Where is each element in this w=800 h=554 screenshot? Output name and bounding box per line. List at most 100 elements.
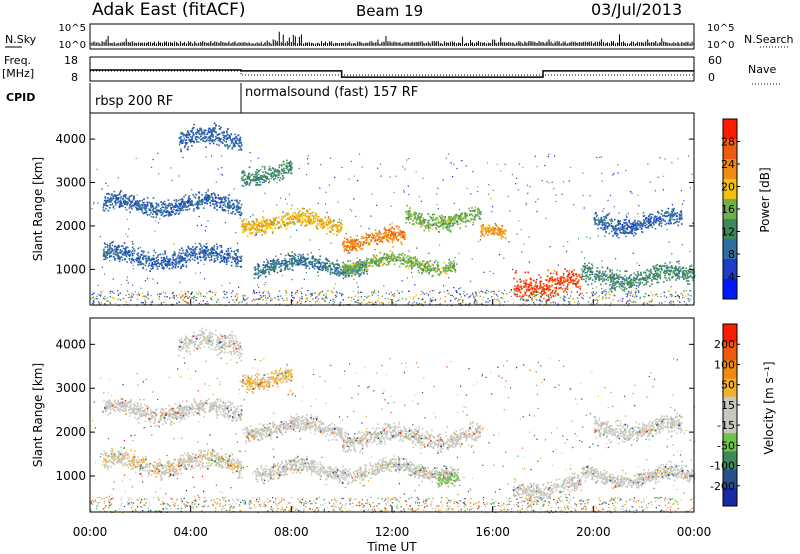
echo-cell	[429, 270, 432, 272]
echo-cell	[189, 259, 192, 262]
echo-cell	[401, 254, 403, 256]
echo-cell	[235, 209, 238, 211]
echo-cell	[341, 271, 344, 274]
echo-cell	[142, 263, 145, 265]
echo-cell	[108, 193, 111, 196]
echo-cell	[350, 270, 352, 272]
echo-cell	[578, 279, 580, 282]
echo-cell	[662, 218, 664, 220]
echo-cell	[419, 218, 422, 220]
echo-cell	[329, 226, 331, 228]
echo-cell	[621, 276, 624, 279]
echo-cell	[131, 204, 133, 207]
echo-cell	[399, 260, 402, 262]
echo-cell	[669, 279, 671, 281]
echo-cell	[393, 254, 395, 257]
echo-cell	[688, 272, 690, 274]
echo-cell	[177, 207, 179, 209]
echo-cell	[329, 271, 332, 273]
cpid-label: CPID	[6, 91, 35, 104]
echo-cell	[259, 274, 262, 277]
echo-cell	[106, 254, 108, 256]
echo-cell	[530, 286, 533, 289]
echo-cell	[459, 214, 462, 217]
echo-cell	[683, 272, 686, 275]
echo-cell	[198, 191, 200, 193]
echo-cell	[132, 204, 134, 207]
echo-cell	[311, 263, 314, 266]
echo-cell	[555, 273, 558, 276]
echo-cell	[247, 227, 250, 230]
echo-cell	[661, 265, 664, 267]
echo-cell	[282, 260, 284, 262]
echo-cell	[157, 203, 160, 205]
echo-cell	[367, 258, 370, 260]
echo-cell	[297, 261, 299, 264]
echo-cell	[141, 262, 144, 265]
echo-cell	[364, 265, 367, 268]
echo-cell	[177, 261, 179, 263]
echo-cell	[377, 265, 380, 267]
echo-cell	[649, 213, 651, 216]
echo-cell	[678, 272, 681, 275]
echo-cell	[607, 279, 609, 281]
echo-cell	[266, 268, 269, 271]
echo-cell	[118, 193, 121, 195]
echo-cell	[275, 217, 278, 220]
echo-cell	[356, 270, 359, 273]
echo-cell	[312, 219, 314, 221]
echo-cell	[436, 217, 439, 219]
echo-cell	[560, 279, 562, 282]
echo-cell	[609, 277, 612, 280]
echo-cell	[216, 248, 218, 250]
echo-cell	[256, 229, 258, 231]
echo-cell	[195, 207, 198, 209]
echo-cell	[231, 208, 234, 210]
echo-cell	[117, 258, 120, 260]
echo-cell	[553, 269, 556, 272]
echo-cell	[449, 216, 452, 218]
echo-cell	[206, 194, 209, 196]
echo-cell	[545, 292, 547, 294]
echo-cell	[177, 206, 179, 208]
echo-cell	[216, 205, 218, 207]
echo-cell	[117, 244, 120, 247]
echo-cell	[611, 283, 614, 285]
echo-cell	[144, 206, 146, 208]
echo-cell	[273, 222, 275, 225]
echo-cell	[395, 232, 398, 234]
echo-cell	[196, 246, 198, 248]
echo-cell	[301, 263, 303, 266]
echo-cell	[566, 291, 568, 293]
echo-cell	[130, 251, 133, 254]
echo-cell	[686, 279, 688, 282]
echo-cell	[472, 210, 474, 212]
echo-cell	[217, 256, 219, 258]
echo-cell	[589, 271, 591, 273]
echo-cell	[386, 255, 389, 257]
echo-cell	[668, 272, 670, 275]
echo-cell	[657, 281, 660, 284]
echo-cell	[204, 196, 207, 198]
echo-cell	[453, 266, 455, 269]
echo-cell	[336, 225, 338, 228]
freq-label-2: [MHz]	[2, 67, 34, 80]
echo-cell	[203, 256, 205, 258]
echo-cell	[138, 204, 140, 206]
echo-cell	[409, 215, 411, 217]
echo-cell	[351, 248, 354, 250]
echo-cell	[265, 227, 268, 230]
echo-cell	[107, 249, 109, 251]
echo-cell	[443, 271, 445, 273]
echo-cell	[358, 241, 361, 243]
echo-cell	[438, 222, 441, 224]
echo-cell	[139, 207, 141, 209]
echo-cell	[208, 256, 210, 259]
echo-cell	[361, 267, 363, 269]
echo-cell	[149, 270, 151, 272]
echo-cell	[251, 226, 253, 228]
echo-cell	[598, 278, 600, 280]
echo-cell	[411, 267, 414, 269]
echo-cell	[351, 244, 353, 247]
echo-cell	[340, 225, 342, 227]
